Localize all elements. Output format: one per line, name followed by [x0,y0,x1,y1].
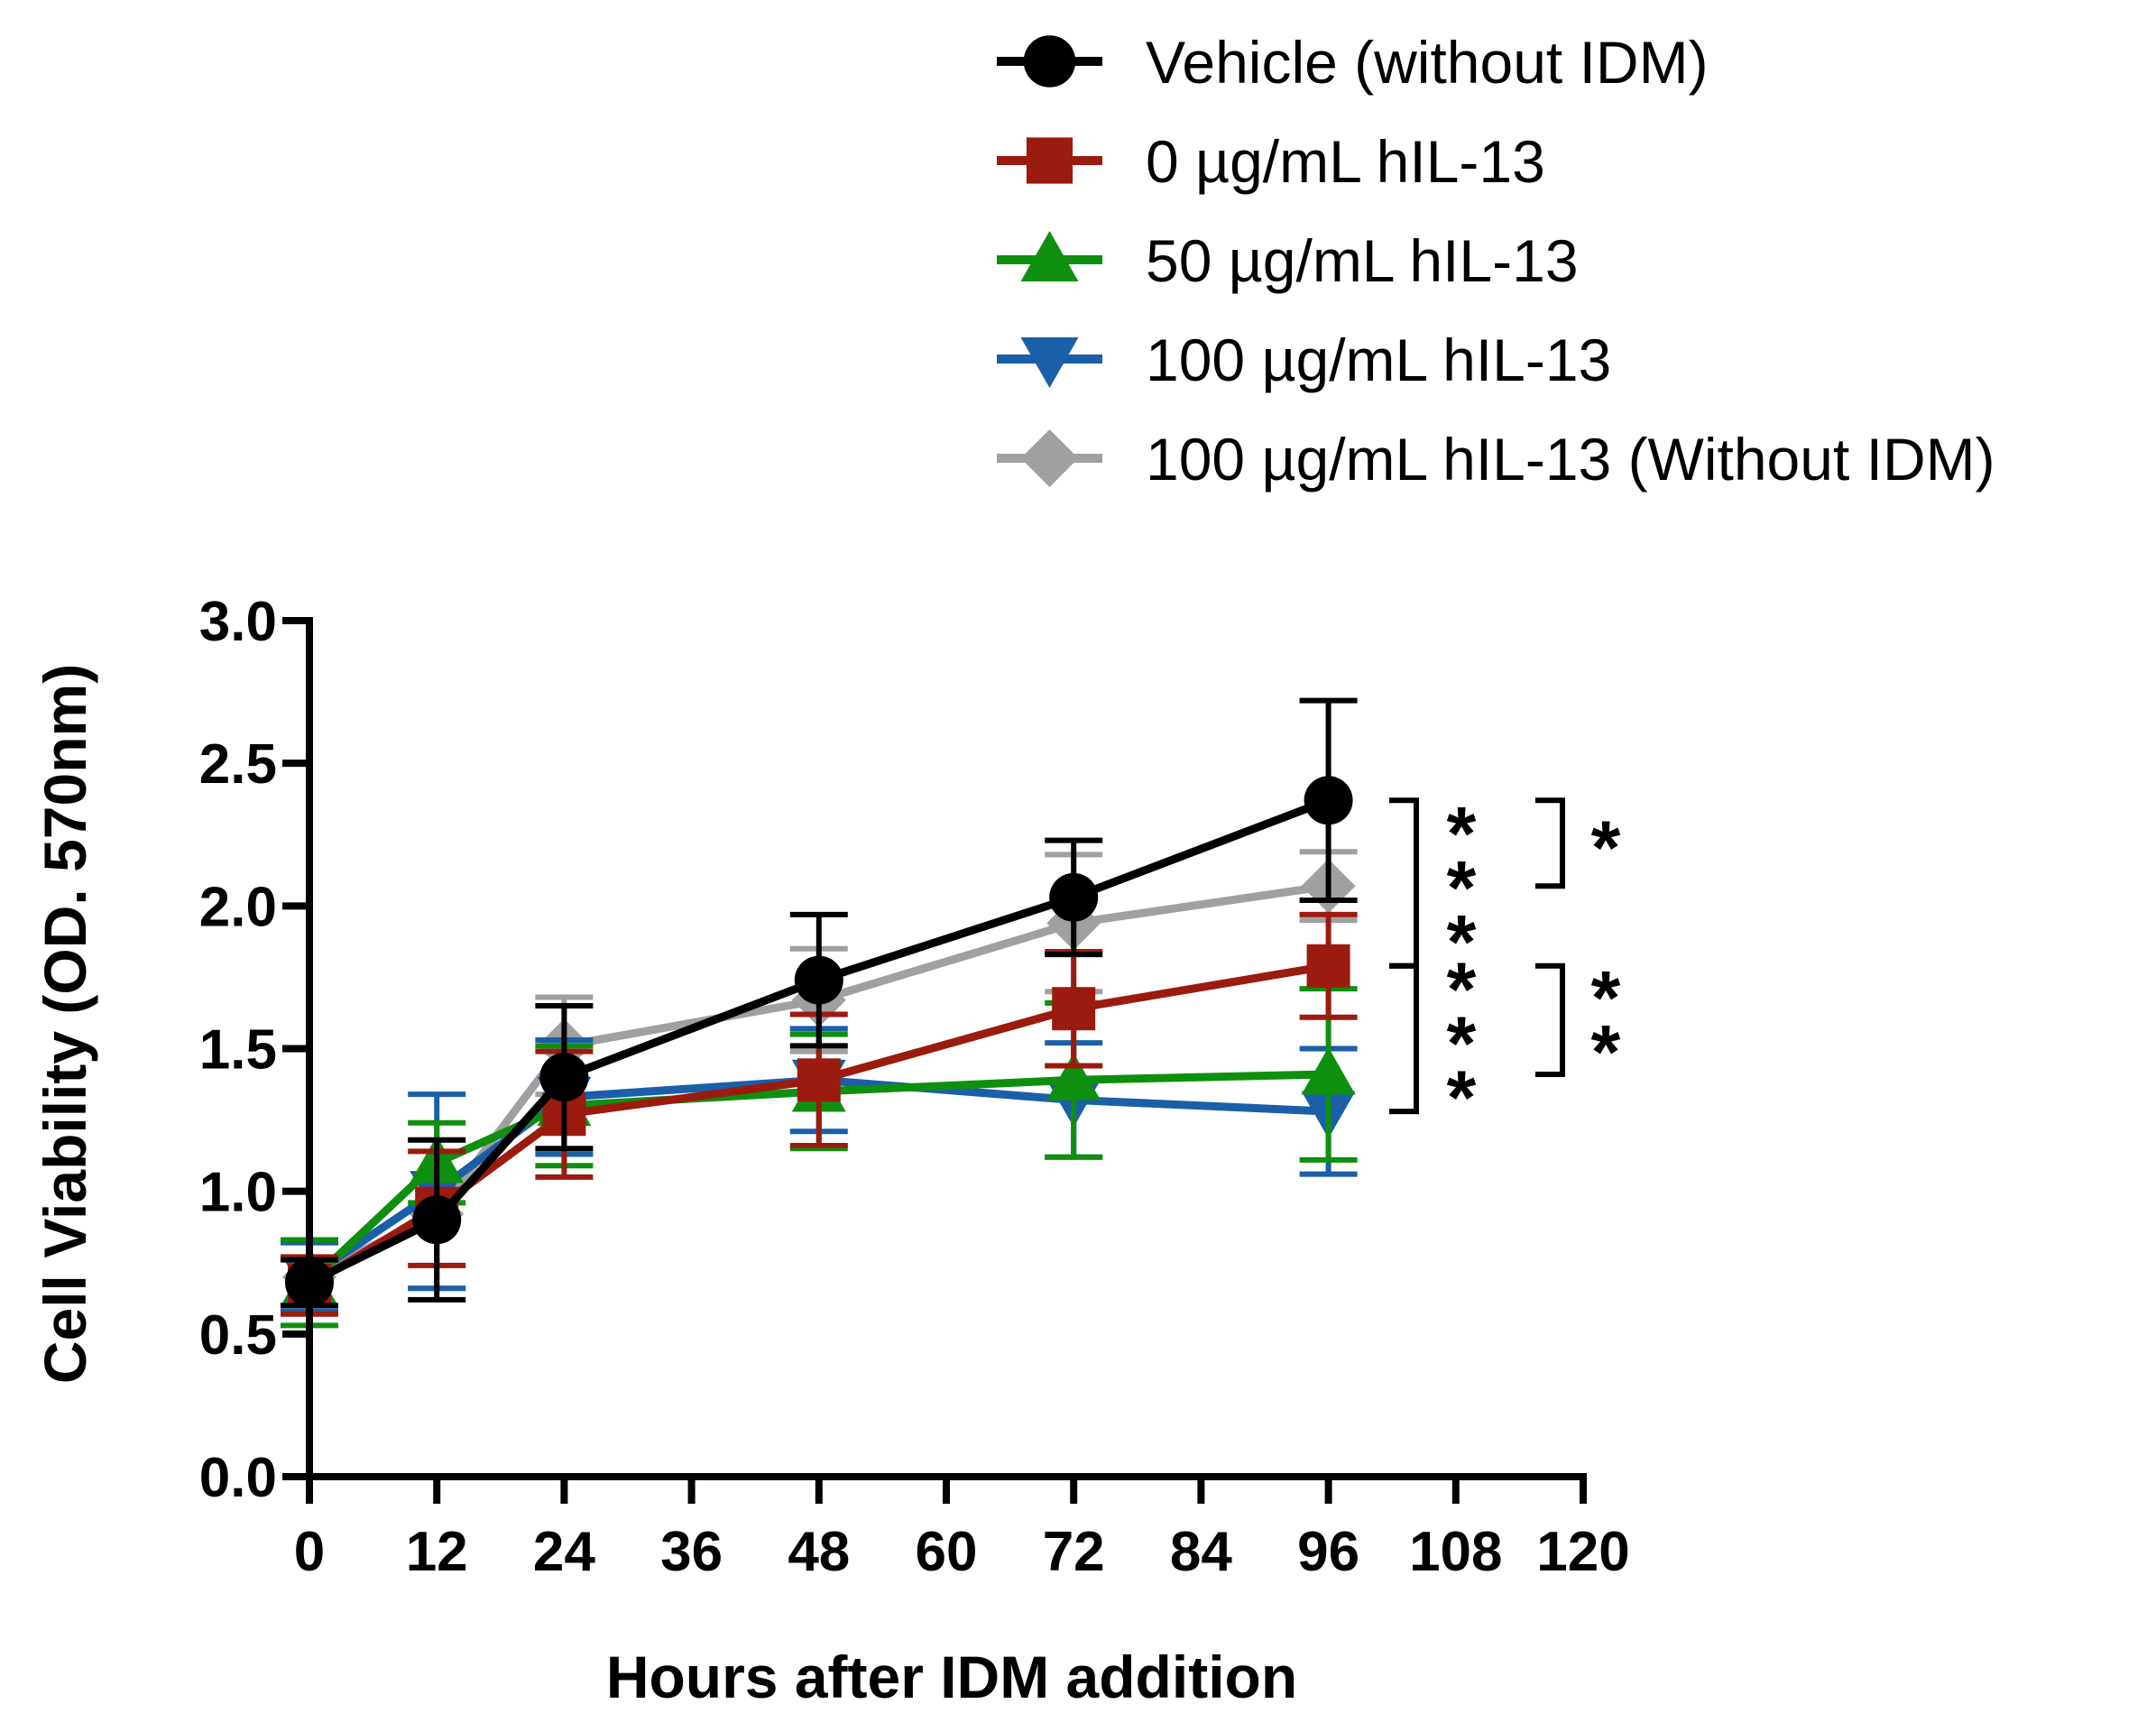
significance-bracket: * [1535,797,1621,890]
x-tick-label: 24 [533,1521,595,1583]
plot-area: 0.0 0.5 1.0 1.5 2.0 2.5 3.0 0 12 24 36 48 60 72 84 96 10… [199,591,1630,1583]
y-tick-label: 0.5 [199,1304,277,1367]
x-tick-label: 84 [1170,1521,1232,1583]
legend-marker [1020,337,1079,388]
significance-bracket: *** [1389,946,1477,1139]
x-tick-label: 12 [406,1521,468,1583]
legend-marker [1020,429,1079,487]
x-tick-label: 96 [1297,1521,1359,1583]
significance-asterisk: * [1447,946,1477,1031]
legend-label: 100 µg/mL hIL-13 [1146,327,1611,393]
significance-asterisk: * [1447,1055,1477,1139]
x-tick-label: 120 [1536,1521,1629,1583]
legend-label: Vehicle (without IDM) [1146,29,1709,96]
y-tick-label: 3.0 [199,591,277,653]
legend-marker [1026,137,1073,184]
legend-label: 0 µg/mL hIL-13 [1146,128,1545,195]
data-point [797,1058,841,1102]
x-tick-label: 36 [660,1521,723,1583]
x-axis-title: Hours after IDM addition [606,1644,1297,1710]
y-tick-label: 2.5 [199,733,277,796]
legend-item: 100 µg/mL hIL-13 [997,327,1611,393]
x-tick-label: 108 [1409,1521,1502,1583]
series-layer [281,697,1358,1329]
significance-asterisk: * [1591,955,1621,1040]
significance-asterisk: * [1447,899,1477,984]
data-point [1306,944,1350,988]
legend: Vehicle (without IDM) 0 µg/mL hIL-13 50 µg… [997,29,1995,493]
legend-label: 100 µg/mL hIL-13 (Without IDM) [1146,426,1995,493]
significance-bracket: ** [1535,955,1621,1094]
significance-asterisk: * [1447,1000,1477,1085]
data-point [412,1195,462,1245]
significance-bracket: *** [1389,791,1477,984]
data-point [1046,1053,1101,1101]
significance-annotations: ********* [1389,791,1621,1139]
y-tick-label: 0.0 [199,1447,277,1509]
significance-asterisk: * [1447,791,1477,876]
y-tick-label: 1.5 [199,1019,277,1082]
data-point [1304,776,1353,825]
x-tick-label: 60 [916,1521,978,1583]
legend-marker [1020,231,1079,281]
significance-asterisk: * [1591,1009,1621,1094]
x-tick-label: 72 [1043,1521,1105,1583]
legend-item: Vehicle (without IDM) [997,29,1709,96]
axes: 0.0 0.5 1.0 1.5 2.0 2.5 3.0 0 12 24 36 48 60 72 84 96 10… [199,591,1630,1583]
y-tick-label: 2.0 [199,876,277,938]
legend-item: 0 µg/mL hIL-13 [997,128,1545,195]
legend-label: 50 µg/mL hIL-13 [1146,227,1579,294]
legend-item: 100 µg/mL hIL-13 (Without IDM) [997,426,1995,493]
series-circle [281,697,1358,1309]
significance-asterisk: * [1591,806,1621,890]
data-point [1301,1046,1356,1095]
legend-item: 50 µg/mL hIL-13 [997,227,1579,294]
x-tick-label: 48 [788,1521,850,1583]
x-tick-label: 0 [294,1521,325,1583]
data-point [1049,872,1099,922]
y-tick-label: 1.0 [199,1162,277,1224]
data-point [794,955,843,1005]
data-point [1052,987,1096,1031]
significance-asterisk: * [1447,845,1477,930]
y-axis-title: Cell Viability (OD. 570nm) [32,664,98,1384]
legend-marker [1023,35,1076,87]
data-point [539,1053,589,1102]
